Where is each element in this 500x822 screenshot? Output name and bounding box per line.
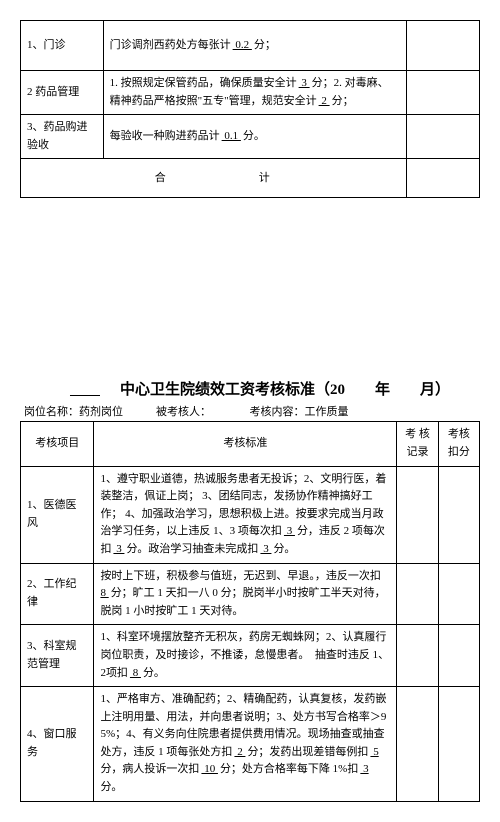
text: 分；处方合格率每下降 1%扣 xyxy=(220,763,358,775)
r1-record xyxy=(397,466,438,563)
row3-score xyxy=(406,115,479,159)
r3-deduct xyxy=(438,625,479,687)
r1-deduct xyxy=(438,466,479,563)
table-row: 4、窗口服务 1、严格审方、准确配药；2、精确配药，认真复核，发药嵌上注明用量、… xyxy=(21,687,480,802)
table-row: 2、工作纪律 按时上下班，积极参与值班，无迟到、早退。，违反一次扣 8 分；旷工… xyxy=(21,563,480,625)
row2-score xyxy=(406,71,479,115)
value: 3 xyxy=(282,525,297,537)
text: 分。 xyxy=(100,781,122,793)
post-label: 岗位名称： xyxy=(24,406,79,418)
text: 每验收一种购进药品计 xyxy=(110,130,220,142)
row3-label: 3、药品购进验收 xyxy=(21,115,104,159)
th-standard: 考核标准 xyxy=(94,422,397,466)
table-row: 3、药品购进验收 每验收一种购进药品计 0.1 分。 xyxy=(21,115,480,159)
table-row: 1、医德医风 1、遵守职业道德，热诚服务患者无投诉；2、文明行医，着装整洁，佩证… xyxy=(21,466,480,563)
r3-record xyxy=(397,625,438,687)
r4-content: 1、严格审方、准确配药；2、精确配药，认真复核，发药嵌上注明用量、用法，并向患者… xyxy=(94,687,397,802)
r3-label: 3、科室规范管理 xyxy=(21,625,94,687)
total-row: 合 计 xyxy=(21,159,480,198)
row2-content: 1. 按照规定保管药品，确保质量安全计 3 分；2. 对毒麻、精神药品严格按照"… xyxy=(103,71,406,115)
table-row: 2 药品管理 1. 按照规定保管药品，确保质量安全计 3 分；2. 对毒麻、精神… xyxy=(21,71,480,115)
value: 5 xyxy=(368,746,380,758)
row3-content: 每验收一种购进药品计 0.1 分。 xyxy=(103,115,406,159)
total-score xyxy=(406,159,479,198)
top-table: 1、门诊 门诊调剂西药处方每张计 0.2 分； 2 药品管理 1. 按照规定保管… xyxy=(20,20,480,198)
value: 2 xyxy=(232,746,247,758)
total-label: 合 计 xyxy=(21,159,407,198)
content-label: 考核内容：工作质量 xyxy=(250,406,349,418)
text: 分。 xyxy=(143,667,165,679)
row1-content: 门诊调剂西药处方每张计 0.2 分； xyxy=(103,21,406,71)
title-text: 中心卫生院绩效工资考核标准（20 年 月） xyxy=(120,382,450,398)
table-row: 1、门诊 门诊调剂西药处方每张计 0.2 分； xyxy=(21,21,480,71)
value: 0.2 xyxy=(231,39,254,51)
table-row: 3、科室规范管理 1、科室环境摆放整齐无积灰，药房无蜘蛛网；2、认真履行岗位职责… xyxy=(21,625,480,687)
blank-underline xyxy=(50,382,120,398)
header-row: 考核项目 考核标准 考 核记录 考核扣分 xyxy=(21,422,480,466)
r2-record xyxy=(397,563,438,625)
assessment-table: 考核项目 考核标准 考 核记录 考核扣分 1、医德医风 1、遵守职业道德，热诚服… xyxy=(20,421,480,801)
text: 按时上下班，积极参与值班，无迟到、早退。，违反一次扣 xyxy=(100,570,381,582)
post-value: 药剂岗位 xyxy=(79,406,123,418)
row2-label: 2 药品管理 xyxy=(21,71,104,115)
text: 分； xyxy=(254,39,276,51)
r4-deduct xyxy=(438,687,479,802)
text: 门诊调剂西药处方每张计 xyxy=(110,39,231,51)
r2-deduct xyxy=(438,563,479,625)
text: 分；旷工 1 天扣一八 0 分；脱岗半小时按旷工半天对待，脱岗 1 小时按旷工 … xyxy=(100,587,385,617)
th-deduct: 考核扣分 xyxy=(438,422,479,466)
subheading: 岗位名称：药剂岗位 被考核人： 考核内容：工作质量 xyxy=(20,403,480,419)
text: 分，病人投诉一次扣 xyxy=(100,763,199,775)
text: 分； xyxy=(332,95,354,107)
value: 0.1 xyxy=(220,130,243,142)
row1-label: 1、门诊 xyxy=(21,21,104,71)
value: 10 xyxy=(199,763,220,775)
r1-content: 1、遵守职业道德，热诚服务患者无投诉；2、文明行医，着装整洁，佩证上岗； 3、团… xyxy=(94,466,397,563)
value: 3 xyxy=(111,543,126,555)
text: 分。 xyxy=(273,543,295,555)
text: 分。政治学习抽查未完成扣 xyxy=(126,543,258,555)
text: 分。 xyxy=(243,130,265,142)
r2-content: 按时上下班，积极参与值班，无迟到、早退。，违反一次扣 8 分；旷工 1 天扣一八… xyxy=(94,563,397,625)
value: 2 xyxy=(317,95,332,107)
value: 8 xyxy=(128,667,143,679)
page-title: 中心卫生院绩效工资考核标准（20 年 月） xyxy=(20,378,480,399)
th-item: 考核项目 xyxy=(21,422,94,466)
value: 3 xyxy=(358,763,370,775)
value: 3 xyxy=(297,77,312,89)
r3-content: 1、科室环境摆放整齐无积灰，药房无蜘蛛网；2、认真履行岗位职责，及时接诊，不推诿… xyxy=(94,625,397,687)
r2-label: 2、工作纪律 xyxy=(21,563,94,625)
text: 分；发药出现差错每例扣 xyxy=(247,746,368,758)
th-record: 考 核记录 xyxy=(397,422,438,466)
text: 1. 按照规定保管药品，确保质量安全计 xyxy=(110,77,297,89)
r4-record xyxy=(397,687,438,802)
r1-label: 1、医德医风 xyxy=(21,466,94,563)
r4-label: 4、窗口服务 xyxy=(21,687,94,802)
assessee-label: 被考核人： xyxy=(156,406,206,418)
row1-score xyxy=(406,21,479,71)
value: 3 xyxy=(258,543,273,555)
